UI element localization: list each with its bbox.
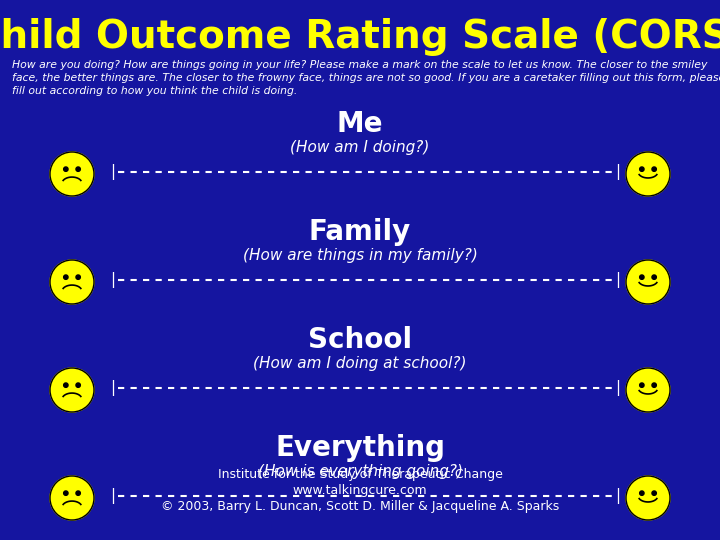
Text: Institute for the Study of Therapeutic Change: Institute for the Study of Therapeutic C…: [217, 468, 503, 481]
Circle shape: [63, 383, 68, 387]
Text: |: |: [110, 488, 115, 504]
Text: |: |: [615, 380, 620, 396]
Circle shape: [63, 167, 68, 171]
Circle shape: [639, 275, 644, 279]
Circle shape: [652, 491, 657, 495]
Text: Family: Family: [309, 218, 411, 246]
Circle shape: [63, 491, 68, 495]
Circle shape: [652, 167, 657, 171]
Circle shape: [626, 260, 670, 304]
Text: Me: Me: [337, 110, 383, 138]
Text: face, the better things are. The closer to the frowny face, things are not so go: face, the better things are. The closer …: [12, 73, 720, 83]
Text: fill out according to how you think the child is doing.: fill out according to how you think the …: [12, 86, 297, 96]
Circle shape: [626, 476, 670, 520]
Text: |: |: [110, 380, 115, 396]
Text: © 2003, Barry L. Duncan, Scott D. Miller & Jacqueline A. Sparks: © 2003, Barry L. Duncan, Scott D. Miller…: [161, 500, 559, 513]
Text: (How are things in my family?): (How are things in my family?): [243, 248, 477, 263]
Text: www.talkingcure.com: www.talkingcure.com: [293, 484, 427, 497]
Text: (How am I doing at school?): (How am I doing at school?): [253, 356, 467, 371]
Circle shape: [639, 167, 644, 171]
Text: |: |: [615, 272, 620, 288]
Text: |: |: [615, 164, 620, 180]
Circle shape: [626, 368, 670, 412]
Text: |: |: [615, 488, 620, 504]
Circle shape: [50, 476, 94, 520]
Circle shape: [50, 152, 94, 196]
Text: How are you doing? How are things going in your life? Please make a mark on the : How are you doing? How are things going …: [12, 60, 707, 70]
Text: |: |: [110, 272, 115, 288]
Text: (How am I doing?): (How am I doing?): [290, 140, 430, 155]
Circle shape: [639, 491, 644, 495]
Circle shape: [50, 368, 94, 412]
Circle shape: [76, 491, 81, 495]
Circle shape: [626, 152, 670, 196]
Circle shape: [76, 167, 81, 171]
Circle shape: [50, 260, 94, 304]
Text: Everything: Everything: [275, 434, 445, 462]
Circle shape: [652, 275, 657, 279]
Circle shape: [639, 383, 644, 387]
Text: (How is everything going?): (How is everything going?): [258, 464, 462, 479]
Circle shape: [76, 275, 81, 279]
Text: |: |: [110, 164, 115, 180]
Text: Child Outcome Rating Scale (CORS): Child Outcome Rating Scale (CORS): [0, 18, 720, 56]
Text: School: School: [308, 326, 412, 354]
Circle shape: [76, 383, 81, 387]
Circle shape: [63, 275, 68, 279]
Circle shape: [652, 383, 657, 387]
